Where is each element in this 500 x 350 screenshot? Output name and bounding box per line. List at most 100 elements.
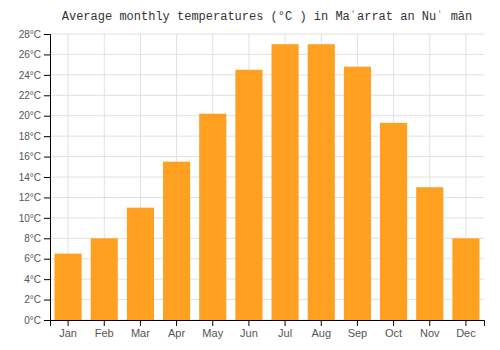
y-tick: 4°C — [24, 274, 50, 285]
y-tick-mark — [44, 157, 50, 158]
x-tick: Mar — [131, 320, 150, 339]
bar — [452, 238, 479, 320]
y-axis: 0°C 2°C 4°C 6°C 8°C 10°C 12°C 14°C 16°C 18°C 20°C 2… — [19, 29, 51, 326]
x-tick-mark — [104, 320, 105, 326]
y-tick-label: 26°C — [19, 49, 41, 60]
x-tick: Apr — [168, 320, 185, 339]
y-tick-label: 4°C — [24, 274, 41, 285]
y-tick-label: 24°C — [19, 70, 41, 81]
y-tick-label: 0°C — [24, 315, 41, 326]
y-tick-mark — [44, 259, 50, 260]
y-grid-line — [50, 95, 484, 96]
x-tick-mark — [429, 320, 430, 326]
y-tick-mark — [44, 54, 50, 55]
y-tick: 20°C — [19, 110, 50, 121]
y-tick: 8°C — [24, 233, 50, 244]
x-tick-mark — [68, 320, 69, 326]
y-tick: 6°C — [24, 253, 50, 264]
y-tick-mark — [44, 116, 50, 117]
x-tick: Feb — [95, 320, 114, 339]
x-tick-mark — [176, 320, 177, 326]
y-tick-mark — [44, 197, 50, 198]
x-tick-label: May — [202, 327, 223, 339]
y-grid-line — [50, 115, 484, 116]
y-tick-mark — [44, 34, 50, 35]
x-tick-mark — [212, 320, 213, 326]
bars — [55, 44, 480, 320]
title: Average monthly temperatures (°C ) in Ma… — [62, 10, 472, 24]
y-tick-label: 22°C — [19, 90, 41, 101]
y-tick-mark — [44, 218, 50, 219]
bar — [55, 254, 82, 320]
x-tick: Dec — [456, 320, 476, 339]
y-grid-line — [50, 156, 484, 157]
y-grid-line — [50, 74, 484, 75]
bar — [272, 44, 299, 320]
x-tick-label: Jul — [278, 327, 292, 339]
y-tick-label: 20°C — [19, 110, 41, 121]
y-grid-line — [50, 54, 484, 55]
x-tick-label: Feb — [95, 327, 114, 339]
x-tick: Nov — [420, 320, 440, 339]
x-tick-mark — [357, 320, 358, 326]
y-tick-label: 6°C — [24, 253, 41, 264]
y-tick-mark — [44, 75, 50, 76]
y-grid-line — [50, 177, 484, 178]
x-tick-label: Apr — [168, 327, 185, 339]
y-tick-mark — [44, 177, 50, 178]
bar — [235, 70, 262, 320]
x-tick: Aug — [311, 320, 331, 339]
y-tick-label: 16°C — [19, 151, 41, 162]
y-tick-mark — [44, 279, 50, 280]
x-tick-label: Dec — [456, 327, 476, 339]
y-tick-label: 10°C — [19, 213, 41, 224]
y-tick: 26°C — [19, 49, 50, 60]
x-tick-label: Sep — [348, 327, 368, 339]
y-tick: 10°C — [19, 213, 50, 224]
x-tick-label: Mar — [131, 327, 150, 339]
y-tick-label: 12°C — [19, 192, 41, 203]
chart: Jan Feb Mar Apr May Jun Jul Aug Sep Oct Nov Dec 0°C 2… — [0, 0, 500, 350]
y-tick-mark — [44, 300, 50, 301]
bar — [416, 187, 443, 320]
y-tick-label: 28°C — [19, 29, 41, 40]
plot: Jan Feb Mar Apr May Jun Jul Aug Sep Oct Nov Dec 0°C 2… — [19, 29, 485, 339]
x-tick: Jul — [278, 320, 292, 339]
y-tick: 2°C — [24, 294, 50, 305]
y-tick-label: 8°C — [24, 233, 41, 244]
y-tick-mark — [44, 95, 50, 96]
y-tick: 22°C — [19, 90, 50, 101]
y-tick-mark — [44, 238, 50, 239]
y-grid-line — [50, 34, 484, 35]
y-tick-mark — [44, 320, 50, 321]
bar — [163, 162, 190, 320]
x-tick-mark — [393, 320, 394, 326]
y-axis-line — [44, 35, 51, 321]
x-tick-mark — [140, 320, 141, 326]
x-tick-label: Jun — [240, 327, 258, 339]
y-tick: 12°C — [19, 192, 50, 203]
x-tick-label: Nov — [420, 327, 440, 339]
bar — [127, 208, 154, 320]
x-tick-label: Jan — [59, 327, 77, 339]
x-tick-label: Aug — [311, 327, 331, 339]
x-tick: Oct — [385, 320, 402, 339]
y-tick: 14°C — [19, 172, 50, 183]
x-tick: Jan — [59, 320, 77, 339]
x-tick-mark — [285, 320, 286, 326]
x-tick-mark — [321, 320, 322, 326]
y-tick-label: 2°C — [24, 294, 41, 305]
x-axis: Jan Feb Mar Apr May Jun Jul Aug Sep Oct Nov Dec — [51, 320, 485, 339]
y-tick-label: 18°C — [19, 131, 41, 142]
grid — [50, 34, 484, 320]
y-tick-mark — [44, 136, 50, 137]
bar — [199, 114, 226, 320]
y-tick: 0°C — [24, 315, 50, 326]
x-tick: Jun — [240, 320, 258, 339]
y-grid-line — [50, 136, 484, 137]
x-tick-mark — [248, 320, 249, 326]
bar — [308, 44, 335, 320]
y-tick-label: 14°C — [19, 172, 41, 183]
x-tick-mark — [465, 320, 466, 326]
y-tick: 28°C — [19, 29, 50, 40]
